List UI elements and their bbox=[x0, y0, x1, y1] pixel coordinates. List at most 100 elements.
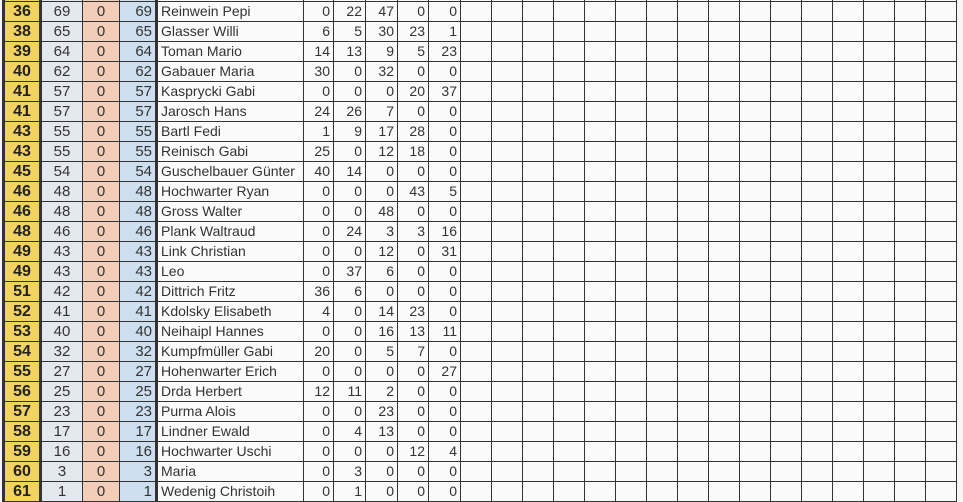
empty-cell bbox=[894, 141, 926, 162]
empty-cell bbox=[801, 241, 833, 262]
round-cell: 16 bbox=[365, 321, 398, 342]
empty-cell bbox=[894, 181, 926, 202]
round-cell: 30 bbox=[365, 21, 398, 42]
total-cell: 40 bbox=[119, 321, 158, 342]
empty-cell bbox=[491, 381, 523, 402]
round-cell: 0 bbox=[303, 361, 334, 382]
score-cell: 55 bbox=[40, 141, 83, 162]
empty-cell bbox=[553, 441, 585, 462]
empty-cell bbox=[801, 361, 833, 382]
empty-cell bbox=[770, 1, 802, 22]
round-cell: 0 bbox=[303, 461, 334, 482]
empty-cell bbox=[460, 1, 492, 22]
empty-cell bbox=[770, 241, 802, 262]
rank-cell: 46 bbox=[2, 181, 42, 202]
round-cell: 31 bbox=[428, 241, 461, 262]
empty-cell bbox=[491, 421, 523, 442]
name-cell: Dittrich Fritz bbox=[156, 281, 304, 302]
total-cell: 17 bbox=[119, 421, 158, 442]
empty-cell bbox=[863, 61, 895, 82]
empty-cell bbox=[894, 1, 926, 22]
bonus-cell: 0 bbox=[82, 301, 120, 322]
empty-cell bbox=[615, 461, 647, 482]
table-row: 55 27 0 27 Hohenwarter Erich 0 0 0 0 27 bbox=[2, 361, 957, 382]
empty-cell bbox=[832, 261, 864, 282]
empty-cell bbox=[522, 61, 554, 82]
rank-cell: 49 bbox=[2, 261, 42, 282]
empty-cell bbox=[460, 281, 492, 302]
total-cell: 69 bbox=[119, 1, 158, 22]
round-cell: 13 bbox=[365, 421, 398, 442]
empty-cell bbox=[677, 201, 709, 222]
name-cell: Neihaipl Hannes bbox=[156, 321, 304, 342]
round-cell: 0 bbox=[428, 201, 461, 222]
round-cell: 27 bbox=[428, 361, 461, 382]
round-cell: 1 bbox=[303, 121, 334, 142]
empty-cell bbox=[553, 1, 585, 22]
empty-cell bbox=[615, 121, 647, 142]
empty-cell bbox=[677, 381, 709, 402]
round-cell: 13 bbox=[397, 321, 429, 342]
empty-cell bbox=[770, 281, 802, 302]
empty-cell bbox=[894, 461, 926, 482]
empty-cell bbox=[584, 301, 616, 322]
round-cell: 0 bbox=[333, 201, 366, 222]
name-cell: Lindner Ewald bbox=[156, 421, 304, 442]
empty-cell bbox=[584, 201, 616, 222]
empty-cell bbox=[801, 21, 833, 42]
empty-cell bbox=[646, 61, 678, 82]
round-cell: 0 bbox=[397, 381, 429, 402]
round-cell: 16 bbox=[428, 221, 461, 242]
score-cell: 65 bbox=[40, 21, 83, 42]
round-cell: 0 bbox=[428, 381, 461, 402]
empty-cell bbox=[553, 121, 585, 142]
total-cell: 65 bbox=[119, 21, 158, 42]
empty-cell bbox=[801, 101, 833, 122]
empty-cell bbox=[708, 321, 740, 342]
empty-cell bbox=[925, 81, 957, 102]
empty-cell bbox=[646, 161, 678, 182]
table-row: 60 3 0 3 Maria 0 3 0 0 0 bbox=[2, 461, 957, 482]
empty-cell bbox=[584, 21, 616, 42]
round-cell: 24 bbox=[303, 101, 334, 122]
empty-cell bbox=[770, 121, 802, 142]
empty-cell bbox=[522, 401, 554, 422]
bonus-cell: 0 bbox=[82, 421, 120, 442]
empty-cell bbox=[832, 361, 864, 382]
empty-cell bbox=[646, 301, 678, 322]
round-cell: 0 bbox=[303, 421, 334, 442]
bonus-cell: 0 bbox=[82, 341, 120, 362]
total-cell: 48 bbox=[119, 181, 158, 202]
empty-cell bbox=[832, 221, 864, 242]
round-cell: 0 bbox=[303, 221, 334, 242]
empty-cell bbox=[460, 361, 492, 382]
total-cell: 48 bbox=[119, 201, 158, 222]
empty-cell bbox=[708, 381, 740, 402]
empty-cell bbox=[708, 281, 740, 302]
round-cell: 11 bbox=[333, 381, 366, 402]
empty-cell bbox=[491, 101, 523, 122]
name-cell: Jarosch Hans bbox=[156, 101, 304, 122]
round-cell: 5 bbox=[428, 181, 461, 202]
empty-cell bbox=[460, 301, 492, 322]
empty-cell bbox=[708, 101, 740, 122]
empty-cell bbox=[832, 161, 864, 182]
total-cell: 32 bbox=[119, 341, 158, 362]
table-row: 41 57 0 57 Jarosch Hans 24 26 7 0 0 bbox=[2, 101, 957, 122]
empty-cell bbox=[584, 241, 616, 262]
empty-cell bbox=[522, 21, 554, 42]
empty-cell bbox=[832, 81, 864, 102]
empty-cell bbox=[863, 301, 895, 322]
empty-cell bbox=[739, 221, 771, 242]
total-cell: 64 bbox=[119, 41, 158, 62]
round-cell: 0 bbox=[428, 341, 461, 362]
rank-cell: 38 bbox=[2, 21, 42, 42]
empty-cell bbox=[925, 241, 957, 262]
rank-cell: 51 bbox=[2, 281, 42, 302]
empty-cell bbox=[863, 101, 895, 122]
total-cell: 3 bbox=[119, 461, 158, 482]
round-cell: 0 bbox=[365, 441, 398, 462]
rank-cell: 61 bbox=[2, 481, 42, 502]
name-cell: Reinwein Pepi bbox=[156, 1, 304, 22]
rank-cell: 56 bbox=[2, 381, 42, 402]
